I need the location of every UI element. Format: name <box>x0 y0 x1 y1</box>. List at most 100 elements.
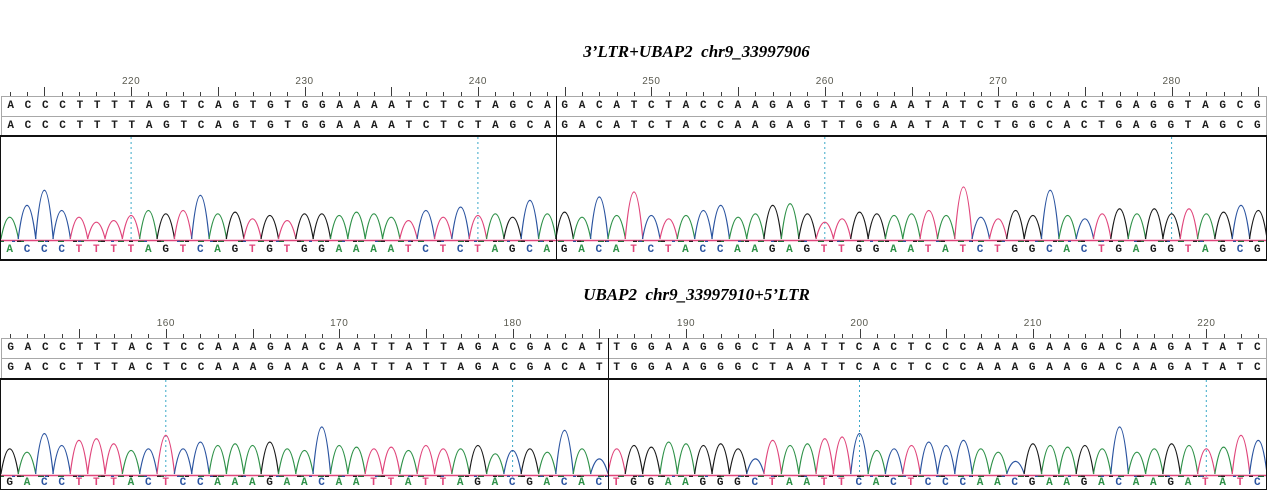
ruler-tick <box>703 92 705 96</box>
reference-base: C <box>145 362 153 374</box>
ruler-tick <box>842 334 844 338</box>
called-base: A <box>976 476 984 489</box>
ruler-tick <box>79 329 80 338</box>
trace-peak <box>312 426 332 475</box>
reference-base: A <box>301 342 309 354</box>
ruler-tick <box>1136 92 1138 96</box>
reference-base: T <box>249 120 257 132</box>
trace-peak <box>1162 443 1181 475</box>
trace-peak <box>850 433 869 475</box>
trace-peak <box>589 458 609 475</box>
called-base: C <box>508 476 516 489</box>
trace-peak <box>191 194 210 240</box>
ruler-tick <box>373 92 375 96</box>
reference-base: A <box>665 342 672 354</box>
trace-peak <box>312 213 332 240</box>
reference-base: C <box>422 120 430 132</box>
called-base: G <box>231 244 239 256</box>
trace-peak <box>1075 444 1095 475</box>
ruler-tick <box>391 334 393 338</box>
reference-base: T <box>405 120 413 132</box>
position-ruler: 160 170 180 190 200 210 220 <box>1 318 1267 338</box>
trace-peak <box>607 448 627 475</box>
reference-base: T <box>769 362 776 374</box>
reference-base: T <box>838 120 846 132</box>
ruler-tick <box>564 87 566 96</box>
trace-peak <box>884 215 904 240</box>
ruler-tick <box>1102 92 1104 96</box>
reference-base: T <box>665 120 672 132</box>
called-base: G <box>300 244 308 256</box>
trace-peak <box>104 443 124 475</box>
reference-base: A <box>942 100 949 112</box>
reference-base: A <box>301 362 309 374</box>
reference-base: G <box>873 100 880 112</box>
ruler-tick <box>443 92 445 96</box>
reference-base: C <box>751 362 759 374</box>
ruler-tick <box>1258 334 1260 338</box>
called-base: G <box>1028 244 1036 256</box>
called-base: C <box>179 476 187 489</box>
called-base: T <box>959 244 967 256</box>
reference-base: A <box>890 120 898 132</box>
ruler-tick <box>651 87 653 96</box>
called-base: T <box>994 244 1001 256</box>
trace-peak <box>433 448 453 475</box>
reference-base: A <box>578 120 586 132</box>
trace-peak <box>381 446 401 475</box>
called-base: C <box>1011 476 1019 489</box>
ruler-tick <box>183 92 185 96</box>
reference-base: T <box>907 342 915 354</box>
ruler-tick <box>148 334 150 338</box>
trace-peak <box>555 211 574 240</box>
reference-base: T <box>994 100 1001 112</box>
reference-base: A <box>682 100 690 112</box>
called-base: A <box>682 244 689 256</box>
reference-base: G <box>769 120 776 132</box>
ruler-tick <box>998 334 1000 338</box>
reference-base: G <box>232 120 240 132</box>
reference-base: A <box>457 342 465 354</box>
trace-peak <box>35 433 54 475</box>
ruler-tick <box>113 334 115 338</box>
reference-base: T <box>440 362 447 374</box>
reference-base: G <box>803 120 811 132</box>
reference-base: G <box>1011 100 1019 112</box>
reference-base: A <box>353 342 361 354</box>
ruler-tick <box>651 334 653 338</box>
trace-peak <box>329 444 349 475</box>
reference-base: T <box>111 100 118 112</box>
trace-peak <box>69 439 89 475</box>
reference-base: A <box>388 120 395 132</box>
trace-peak <box>746 458 765 475</box>
reference-base: A <box>1184 362 1192 374</box>
reference-base: C <box>1115 362 1123 374</box>
called-base: A <box>872 476 880 489</box>
reference-base: T <box>128 100 136 112</box>
trace-peak <box>260 441 280 475</box>
reference-base: G <box>630 342 638 354</box>
trace-plot <box>0 137 1268 243</box>
reference-base: C <box>855 362 863 374</box>
ruler-tick <box>425 329 427 338</box>
reference-base: A <box>370 120 378 132</box>
reference-base: G <box>561 120 569 132</box>
reference-base: G <box>1167 120 1175 132</box>
called-base: C <box>699 244 707 256</box>
trace-peak <box>763 204 783 240</box>
reference-base: G <box>163 100 170 112</box>
reference-base: C <box>648 120 655 132</box>
reference-base: C <box>1080 100 1088 112</box>
called-base: C <box>23 244 31 256</box>
called-base: T <box>612 476 620 489</box>
reference-base: G <box>232 100 240 112</box>
reference-base: A <box>786 342 794 354</box>
trace-peak <box>416 444 436 475</box>
trace-peak <box>225 211 245 240</box>
reference-base: T <box>596 342 603 354</box>
ruler-tick <box>1189 334 1190 338</box>
trace-peak <box>815 438 835 475</box>
called-base: T <box>907 476 915 489</box>
trace-peak <box>641 446 661 475</box>
called-base: A <box>578 476 585 489</box>
